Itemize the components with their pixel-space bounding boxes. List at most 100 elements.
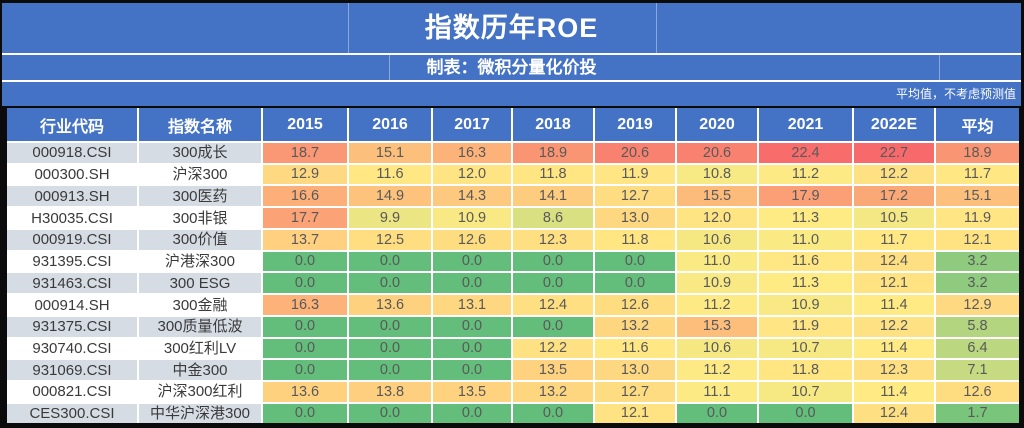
roe-value-cell: 12.4 (854, 251, 936, 274)
roe-value-cell: 12.4 (513, 295, 595, 317)
index-code-cell: 931069.CSI (7, 360, 139, 383)
index-name-cell: 300金融 (139, 295, 263, 317)
roe-value-cell: 13.6 (349, 295, 433, 317)
subtitle-bar: 制表：微积分量化价投 (2, 55, 1021, 80)
index-code-cell: 000919.CSI (7, 229, 139, 252)
roe-value-cell: 13.0 (595, 360, 677, 383)
roe-value-cell: 13.1 (433, 295, 513, 317)
roe-value-cell: 10.9 (759, 295, 854, 317)
roe-value-cell: 0.0 (433, 360, 513, 383)
roe-value-cell: 12.1 (854, 273, 936, 296)
roe-value-cell: 10.8 (677, 164, 759, 187)
table-row: 000300.SH 沪深300 12.9 11.6 12.0 11.8 11.9 10.8 11… (7, 164, 1019, 187)
roe-value-cell: 11.4 (854, 382, 936, 404)
roe-value-cell: 10.6 (677, 338, 759, 361)
roe-value-cell: 16.3 (263, 295, 349, 317)
roe-value-cell: 22.7 (854, 143, 936, 165)
table-row: H30035.CSI 300非银 17.7 9.9 10.9 8.6 13.0 12.0 11.… (7, 208, 1019, 230)
roe-value-cell: 12.2 (854, 164, 936, 187)
column-header: 2016 (349, 108, 433, 143)
roe-value-cell: 11.3 (759, 208, 854, 230)
index-name-cell: 300成长 (139, 143, 263, 165)
roe-value-cell: 0.0 (513, 316, 595, 339)
roe-value-cell: 12.0 (677, 208, 759, 230)
page-title: 指数历年ROE (2, 3, 1021, 53)
index-code-cell: H30035.CSI (7, 208, 139, 230)
table-row: CES300.CSI 中华沪深港300 0.0 0.0 0.0 0.0 12.1 0.0 0.0… (7, 403, 1019, 423)
table-row: 931375.CSI 300质量低波 0.0 0.0 0.0 0.0 13.2 15.3 11.… (7, 316, 1019, 339)
roe-value-cell: 11.9 (759, 316, 854, 339)
table-body: 000918.CSI 300成长 18.7 15.1 16.3 18.9 20.6 20.6 2… (7, 143, 1019, 423)
roe-value-cell: 0.0 (433, 316, 513, 339)
roe-value-cell: 12.0 (433, 164, 513, 187)
roe-value-cell: 0.0 (349, 273, 433, 296)
roe-value-cell: 10.9 (433, 208, 513, 230)
index-name-cell: 300价值 (139, 229, 263, 252)
roe-value-cell: 11.4 (854, 338, 936, 361)
roe-value-cell: 0.0 (513, 403, 595, 423)
column-header: 指数名称 (139, 108, 263, 143)
roe-value-cell: 1.7 (936, 403, 1019, 423)
roe-value-cell: 0.0 (759, 403, 854, 423)
table-row: 931395.CSI 沪港深300 0.0 0.0 0.0 0.0 0.0 11.0 11.6 1… (7, 251, 1019, 274)
roe-value-cell: 10.5 (854, 208, 936, 230)
column-header: 2018 (513, 108, 595, 143)
roe-value-cell: 12.4 (854, 403, 936, 423)
page-title-text: 指数历年ROE (424, 13, 599, 43)
roe-value-cell: 22.4 (759, 143, 854, 165)
roe-value-cell: 0.0 (263, 403, 349, 423)
roe-value-cell: 11.9 (595, 164, 677, 187)
roe-table-frame: 行业代码 指数名称 2015 2016 2017 2018 2019 2020 2021 2022… (7, 108, 1020, 423)
roe-value-cell: 3.2 (936, 273, 1019, 296)
roe-value-cell: 13.6 (263, 382, 349, 404)
roe-value-cell: 0.0 (513, 251, 595, 274)
column-header: 2022E (854, 108, 936, 143)
index-name-cell: 300医药 (139, 186, 263, 209)
roe-value-cell: 0.0 (677, 403, 759, 423)
index-code-cell: CES300.CSI (7, 403, 139, 423)
table-row: 930740.CSI 300红利LV 0.0 0.0 0.0 12.2 11.6 10.6 10… (7, 338, 1019, 361)
banner: 指数历年ROE 制表：微积分量化价投 平均值，不考虑预测值 (2, 3, 1021, 106)
roe-value-cell: 0.0 (433, 338, 513, 361)
column-header: 2021 (759, 108, 854, 143)
roe-value-cell: 11.7 (936, 164, 1019, 187)
roe-value-cell: 11.6 (759, 251, 854, 274)
roe-value-cell: 8.6 (513, 208, 595, 230)
roe-value-cell: 12.2 (854, 316, 936, 339)
roe-value-cell: 17.7 (263, 208, 349, 230)
roe-value-cell: 18.9 (936, 143, 1019, 165)
roe-value-cell: 17.2 (854, 186, 936, 209)
column-header: 2015 (263, 108, 349, 143)
roe-value-cell: 13.2 (595, 316, 677, 339)
roe-value-cell: 10.7 (759, 338, 854, 361)
roe-value-cell: 12.9 (263, 164, 349, 187)
roe-value-cell: 12.6 (936, 382, 1019, 404)
roe-value-cell: 10.6 (677, 229, 759, 252)
index-code-cell: 000918.CSI (7, 143, 139, 165)
column-header: 2017 (433, 108, 513, 143)
column-header: 行业代码 (7, 108, 139, 143)
roe-value-cell: 11.6 (349, 164, 433, 187)
roe-value-cell: 0.0 (263, 360, 349, 383)
column-header: 平均 (936, 108, 1019, 143)
roe-value-cell: 11.2 (677, 295, 759, 317)
roe-value-cell: 11.1 (677, 382, 759, 404)
roe-value-cell: 15.1 (936, 186, 1019, 209)
index-name-cell: 300 ESG (139, 273, 263, 296)
roe-value-cell: 12.7 (595, 186, 677, 209)
index-code-cell: 000914.SH (7, 295, 139, 317)
note-text: 平均值，不考虑预测值 (895, 87, 1016, 101)
roe-value-cell: 12.5 (349, 229, 433, 252)
roe-value-cell: 17.9 (759, 186, 854, 209)
roe-value-cell: 15.1 (349, 143, 433, 165)
roe-value-cell: 11.4 (854, 295, 936, 317)
index-name-cell: 沪深300 (139, 164, 263, 187)
roe-value-cell: 15.3 (677, 316, 759, 339)
roe-value-cell: 11.2 (759, 164, 854, 187)
separator-line (2, 80, 1021, 82)
gridline-decoration (348, 3, 349, 53)
roe-value-cell: 5.8 (936, 316, 1019, 339)
roe-value-cell: 0.0 (595, 251, 677, 274)
roe-value-cell: 11.7 (854, 229, 936, 252)
index-code-cell: 000300.SH (7, 164, 139, 187)
